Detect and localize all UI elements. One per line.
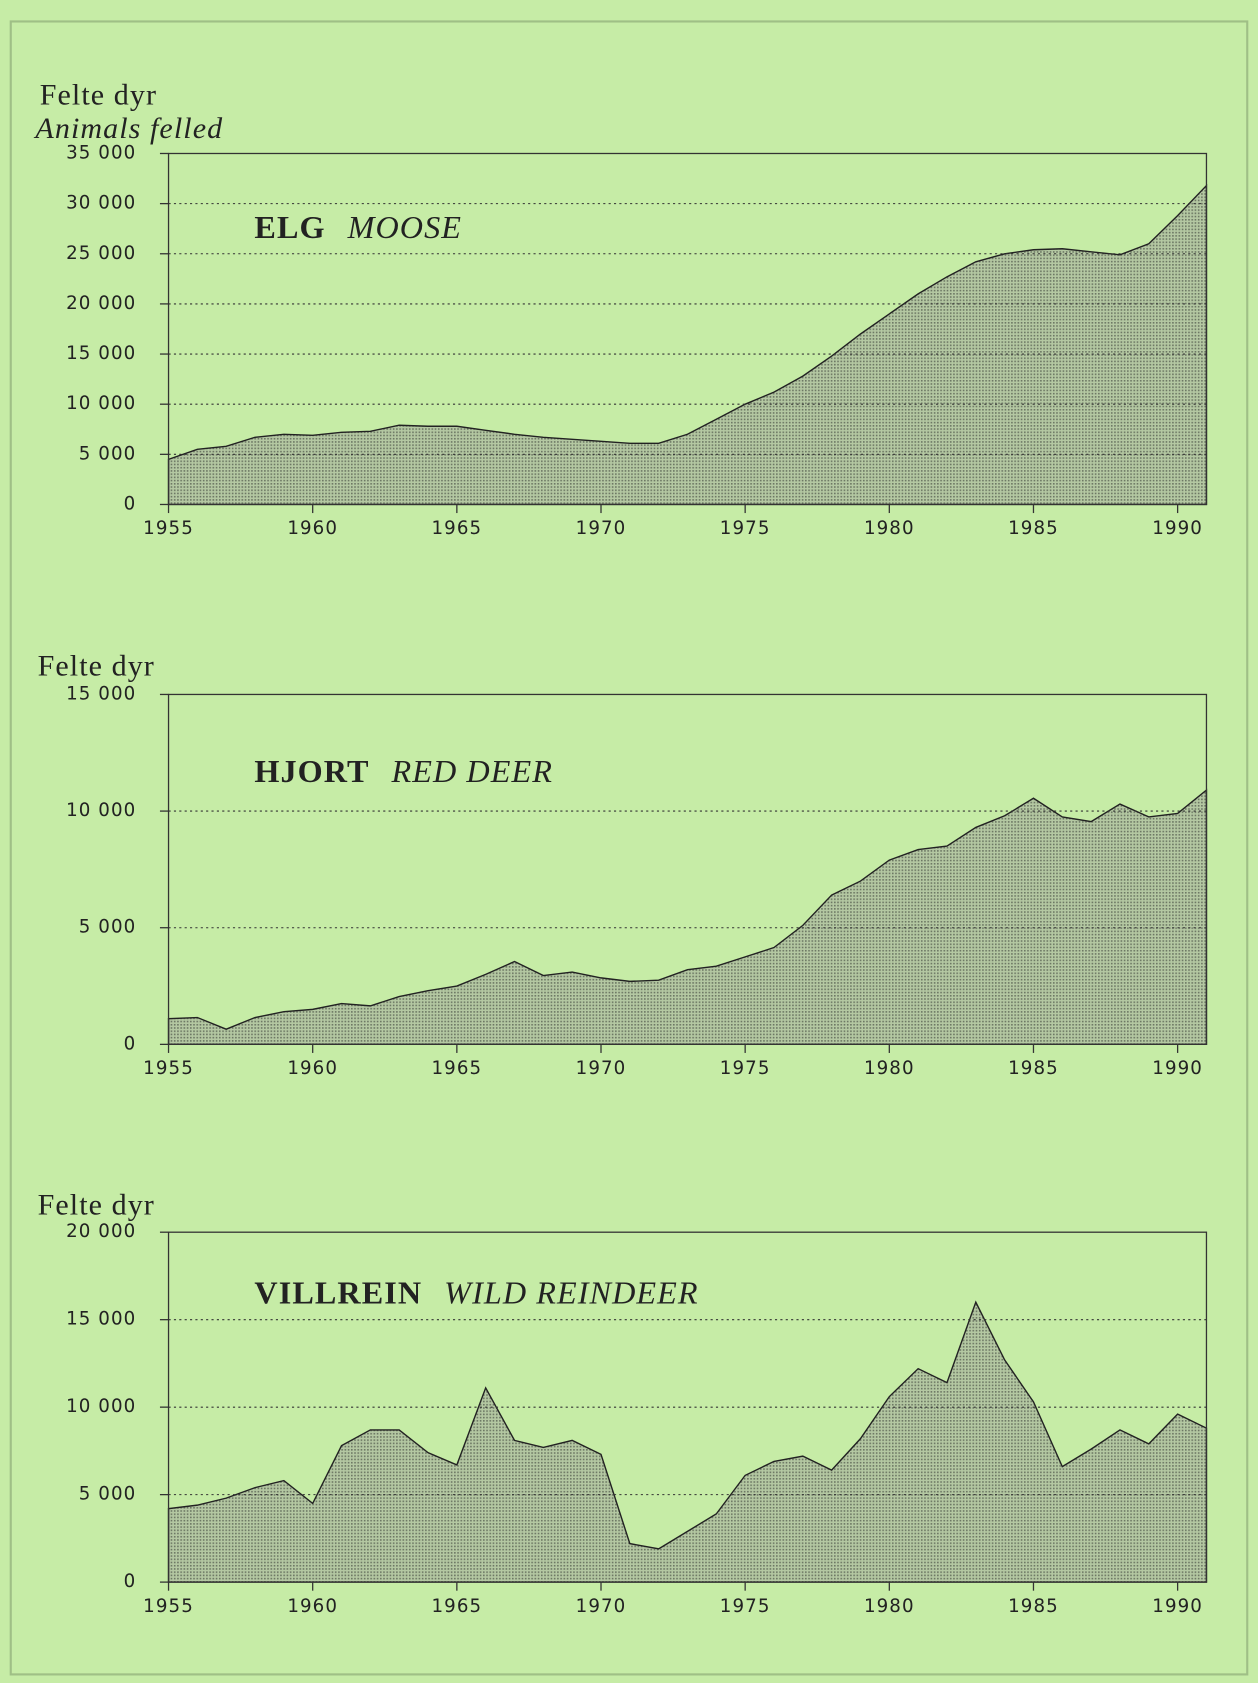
x-tick-label: 1970 (576, 1058, 627, 1079)
x-tick-label: 1980 (864, 518, 915, 539)
y-tick-label: 15 000 (66, 1309, 136, 1330)
chart-title: ELG MOOSE (254, 209, 462, 245)
title-en: RED DEER (391, 753, 553, 789)
x-tick-label: 1990 (1152, 1058, 1203, 1079)
y-axis-label-en: Animals felled (33, 111, 223, 145)
y-tick-label: 5 000 (79, 917, 137, 938)
x-tick-label: 1960 (287, 1058, 338, 1079)
y-tick-label: 5 000 (79, 443, 137, 464)
x-tick-label: 1975 (720, 1596, 771, 1617)
y-tick-label: 10 000 (66, 1396, 136, 1417)
x-tick-label: 1990 (1152, 518, 1203, 539)
y-axis-label: Felte dyr (38, 1187, 155, 1221)
plot-frame (167, 152, 1208, 506)
x-tick-label: 1960 (287, 1596, 338, 1617)
title-en: WILD REINDEER (444, 1275, 698, 1311)
chart-title: VILLREIN WILD REINDEER (254, 1275, 698, 1311)
frame (9, 20, 1249, 1676)
y-tick-label: 35 000 (66, 142, 136, 163)
chart-title: HJORT RED DEER (254, 753, 553, 789)
y-tick-label: 15 000 (66, 683, 136, 704)
x-tick-label: 1960 (287, 518, 338, 539)
y-tick-label: 20 000 (66, 1221, 136, 1242)
y-tick-label: 0 (124, 1571, 137, 1592)
y-tick-label: 10 000 (66, 800, 136, 821)
y-tick-label: 15 000 (66, 343, 136, 364)
x-tick-label: 1980 (864, 1058, 915, 1079)
x-tick-label: 1985 (1008, 1596, 1059, 1617)
title: VILLREIN (254, 1275, 422, 1311)
x-tick-label: 1990 (1152, 1596, 1203, 1617)
x-tick-label: 1955 (143, 518, 194, 539)
x-tick-label: 1965 (431, 1596, 482, 1617)
y-tick-label: 5 000 (79, 1484, 137, 1505)
title: HJORT (254, 753, 369, 789)
title: ELG (254, 209, 325, 245)
x-tick-label: 1980 (864, 1596, 915, 1617)
y-tick-label: 10 000 (66, 393, 136, 414)
area (167, 1300, 1208, 1583)
y-tick-label: 0 (124, 1033, 137, 1054)
x-tick-label: 1970 (576, 518, 627, 539)
x-tick-label: 1955 (143, 1058, 194, 1079)
area (167, 788, 1208, 1046)
x-tick-label: 1975 (720, 518, 771, 539)
title-en: MOOSE (347, 209, 462, 245)
x-tick-label: 1965 (431, 1058, 482, 1079)
x-tick-label: 1985 (1008, 1058, 1059, 1079)
y-axis-label: Felte dyr (38, 649, 155, 683)
area (167, 183, 1208, 506)
y-tick-label: 30 000 (66, 193, 136, 214)
y-axis-label: Felte dyr (40, 78, 157, 112)
x-tick-label: 1985 (1008, 518, 1059, 539)
y-tick-label: 25 000 (66, 243, 136, 264)
x-tick-label: 1955 (143, 1596, 194, 1617)
x-tick-label: 1975 (720, 1058, 771, 1079)
plot-frame (167, 693, 1208, 1046)
y-tick-label: 0 (124, 493, 137, 514)
x-tick-label: 1965 (431, 518, 482, 539)
y-tick-label: 20 000 (66, 293, 136, 314)
x-tick-label: 1970 (576, 1596, 627, 1617)
